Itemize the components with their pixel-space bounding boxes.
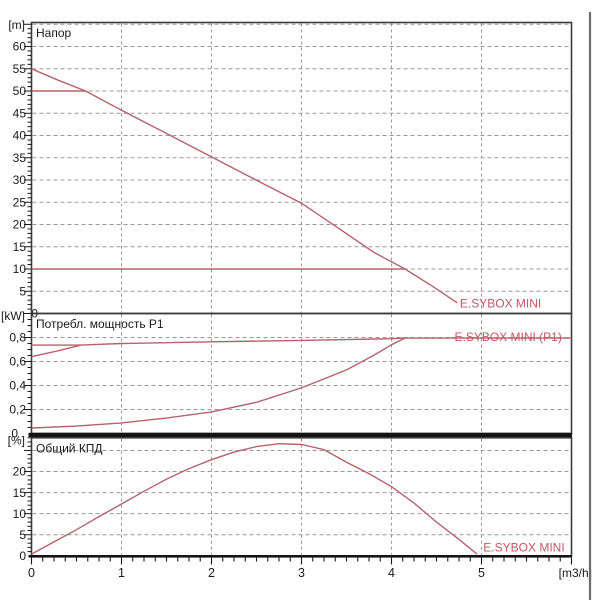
axis-unit-label: [m] xyxy=(8,18,25,32)
x-tick-label: 0 xyxy=(28,566,35,580)
axis-unit-label: [%] xyxy=(8,433,25,447)
efficiency-curve xyxy=(31,442,478,555)
y-tick-label: 25 xyxy=(13,195,27,209)
y-tick-label: 10 xyxy=(13,507,27,521)
chart-title: Потребл. мощность P1 xyxy=(36,317,164,331)
chart-title: Напор xyxy=(36,26,72,40)
axis-unit-label: [kW] xyxy=(1,309,25,323)
x-tick-label: 5 xyxy=(478,566,485,580)
y-tick-label: 35 xyxy=(13,151,27,165)
y-tick-label: 0 xyxy=(19,549,26,563)
y-tick-label: 0 xyxy=(11,427,18,441)
x-tick-label: 2 xyxy=(208,566,215,580)
y-tick-label: 30 xyxy=(13,173,27,187)
y-tick-label: 20 xyxy=(13,218,27,232)
y-tick-label: 40 xyxy=(13,129,27,143)
y-tick-label: 50 xyxy=(13,84,27,98)
p1-max-curve xyxy=(31,337,572,358)
x-axis-unit-label: [m3/h] xyxy=(559,566,592,580)
y-tick-label: 0,4 xyxy=(9,379,26,393)
chart-title: Общий КПД xyxy=(36,441,103,455)
y-tick-label: 0,8 xyxy=(9,331,26,345)
y-tick-label: 60 xyxy=(13,40,27,54)
y-tick-label: 20 xyxy=(13,465,27,479)
separator-line xyxy=(28,432,572,437)
y-tick-label: 0,2 xyxy=(9,403,26,417)
y-tick-label: 55 xyxy=(13,62,27,76)
x-tick-label: 3 xyxy=(298,566,305,580)
p1-operating-curve xyxy=(31,337,406,429)
y-tick-label: 5 xyxy=(19,284,26,298)
y-tick-label: 15 xyxy=(13,486,27,500)
y-tick-label: 5 xyxy=(19,528,26,542)
series-label: E.SYBOX MINI xyxy=(483,541,564,555)
y-tick-label: 15 xyxy=(13,240,27,254)
x-axis-line xyxy=(28,555,572,558)
x-tick-label: 1 xyxy=(118,566,125,580)
plot-frame xyxy=(30,436,573,557)
series-label: E.SYBOX MINI (P1) xyxy=(455,330,562,344)
y-tick-label: 0,6 xyxy=(9,355,26,369)
series-label: E.SYBOX MINI xyxy=(460,296,541,310)
y-tick-label: 45 xyxy=(13,106,27,120)
x-tick-label: 4 xyxy=(388,566,395,580)
y-tick-label: 10 xyxy=(13,262,27,276)
head-curve xyxy=(31,68,458,304)
